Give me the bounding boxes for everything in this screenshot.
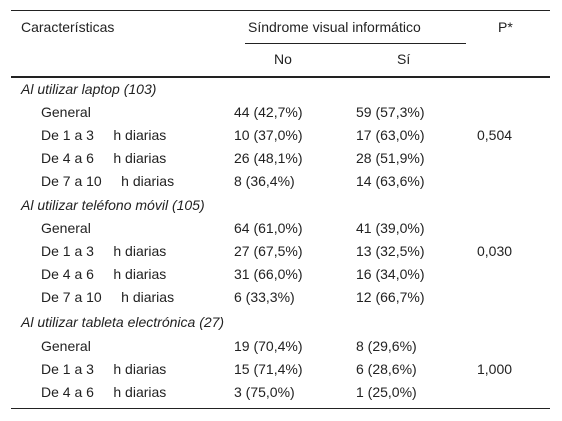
cell-si: 17 (63,0%) [356,127,425,143]
row-label: De 1 a 3 h diarias [41,361,167,377]
cell-no: 27 (67,5%) [234,243,303,259]
section-title-phone: Al utilizar teléfono móvil (105) [21,197,205,213]
cell-si: 12 (66,7%) [356,289,425,305]
row-label: De 4 a 6 h diarias [41,150,167,166]
cell-no: 10 (37,0%) [234,127,303,143]
cell-no: 15 (71,4%) [234,361,303,377]
row-label: General [41,220,91,236]
cell-no: 64 (61,0%) [234,220,303,236]
cell-si: 16 (34,0%) [356,266,425,282]
cell-no: 8 (36,4%) [234,173,295,189]
cell-no: 3 (75,0%) [234,384,295,400]
cell-p-value: 1,000 [477,361,513,377]
cell-no: 19 (70,4%) [234,338,303,354]
cell-si: 14 (63,6%) [356,173,425,189]
row-label: De 1 a 3 h diarias [41,243,167,259]
cell-si: 8 (29,6%) [356,338,417,354]
cell-no: 31 (66,0%) [234,266,303,282]
header-bottom-rule [11,76,550,78]
row-label: De 4 a 6 h diarias [41,384,167,400]
cell-si: 13 (32,5%) [356,243,425,259]
cell-si: 6 (28,6%) [356,361,417,377]
cell-si: 59 (57,3%) [356,104,425,120]
cell-no: 26 (48,1%) [234,150,303,166]
cell-no: 44 (42,7%) [234,104,303,120]
row-label: De 7 a 10 h diarias [41,173,175,189]
section-title-laptop: Al utilizar laptop (103) [21,81,157,97]
header-no: No [274,51,292,67]
section-title-tablet: Al utilizar tableta electrónica (27) [21,314,225,330]
cell-p-value: 0,504 [477,127,513,143]
row-label: De 7 a 10 h diarias [41,289,175,305]
cell-si: 1 (25,0%) [356,384,417,400]
cell-no: 6 (33,3%) [234,289,295,305]
table-bottom-rule [11,408,550,409]
row-label: General [41,104,91,120]
cell-si: 41 (39,0%) [356,220,425,236]
header-characteristics: Características [21,19,115,35]
cell-p-value: 0,030 [477,243,513,259]
row-label: De 1 a 3 h diarias [41,127,167,143]
row-label: General [41,338,91,354]
header-group-rule [245,43,466,44]
header-p-value: P* [498,19,513,35]
cell-si: 28 (51,9%) [356,150,425,166]
row-label: De 4 a 6 h diarias [41,266,167,282]
header-si: Sí [397,51,411,67]
header-group: Síndrome visual informático [248,19,421,35]
table-top-rule [11,10,550,11]
